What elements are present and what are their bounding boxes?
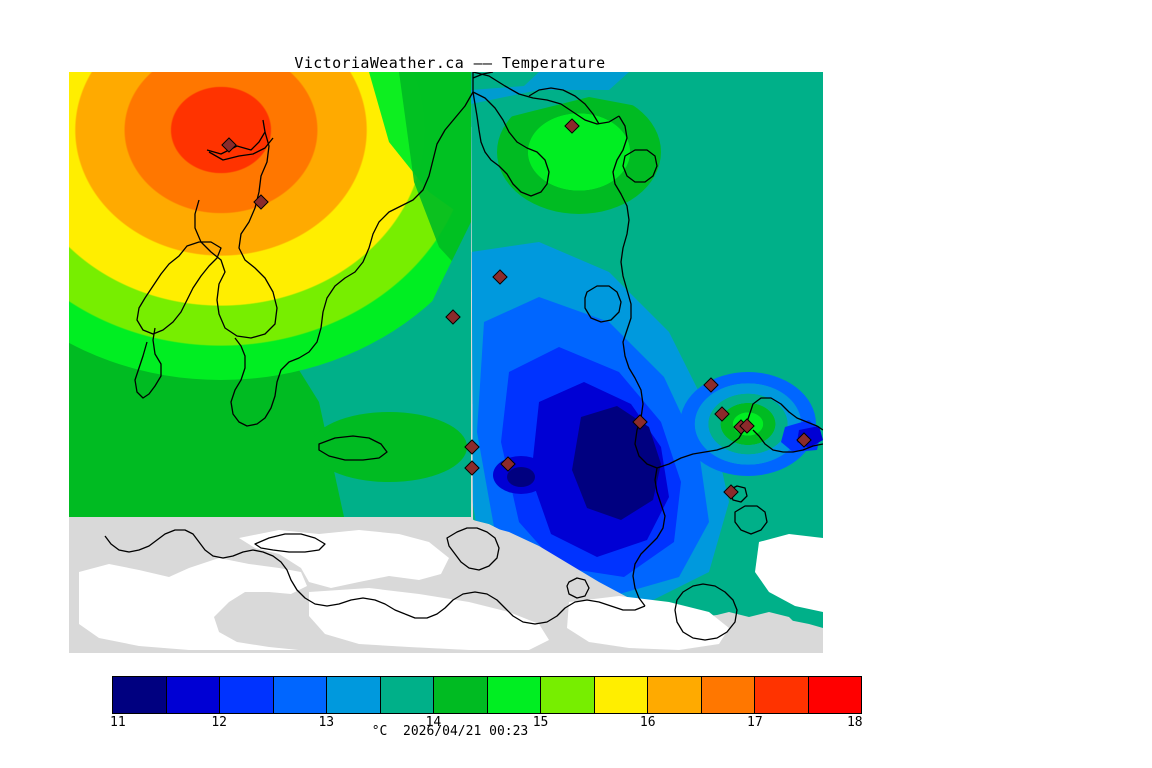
colorbar-band-5: [379, 677, 433, 713]
no-data-area-central: [309, 588, 549, 650]
colorbar-tick-17: 17: [747, 715, 763, 730]
station-marker-layer: [221, 118, 812, 500]
colorbar: 11 12 13 14 15 16 17 18: [110, 676, 870, 730]
colorbar-tick-18: 18: [846, 715, 863, 730]
colorbar-tick-14: 14: [425, 715, 442, 730]
colorbar-tick-16: 16: [639, 715, 656, 730]
colorbar-strip: [112, 676, 862, 714]
colorbar-band-1: [165, 677, 219, 713]
coastline-layer: [104, 72, 823, 641]
colorbar-caption: °C 2026/04/21 00:23: [371, 724, 529, 739]
map-canvas: [69, 72, 823, 653]
colorbar-band-3: [272, 677, 326, 713]
colorbar-band-10: [647, 677, 701, 713]
page-title: VictoriaWeather.ca —— Temperature: [294, 54, 606, 72]
no-data-area-west: [79, 558, 307, 650]
colorbar-tick-15: 15: [532, 715, 549, 730]
colorbar-band-4: [326, 677, 380, 713]
colorbar-band-7: [486, 677, 540, 713]
colorbar-band-9: [593, 677, 647, 713]
no-data-area-east: [567, 596, 729, 650]
colorbar-band-12: [754, 677, 808, 713]
colorbar-band-0: [113, 677, 166, 713]
colorbar-band-13: [807, 677, 861, 713]
colorbar-tick-12: 12: [211, 715, 227, 730]
colorbar-tick-labels: 11 12 13 14 15 16 17 18: [110, 715, 863, 733]
colorbar-band-8: [540, 677, 594, 713]
colorbar-tick-11: 11: [110, 715, 126, 730]
temperature-map: [69, 72, 823, 653]
colorbar-band-6: [433, 677, 487, 713]
temperature-field-west: [69, 72, 471, 517]
temperature-field-east: [471, 72, 823, 653]
no-data-area-north: [239, 530, 449, 588]
colorbar-band-2: [219, 677, 273, 713]
no-data-area-far-east: [755, 534, 823, 612]
colorbar-band-11: [700, 677, 754, 713]
colorbar-tick-13: 13: [318, 715, 335, 730]
